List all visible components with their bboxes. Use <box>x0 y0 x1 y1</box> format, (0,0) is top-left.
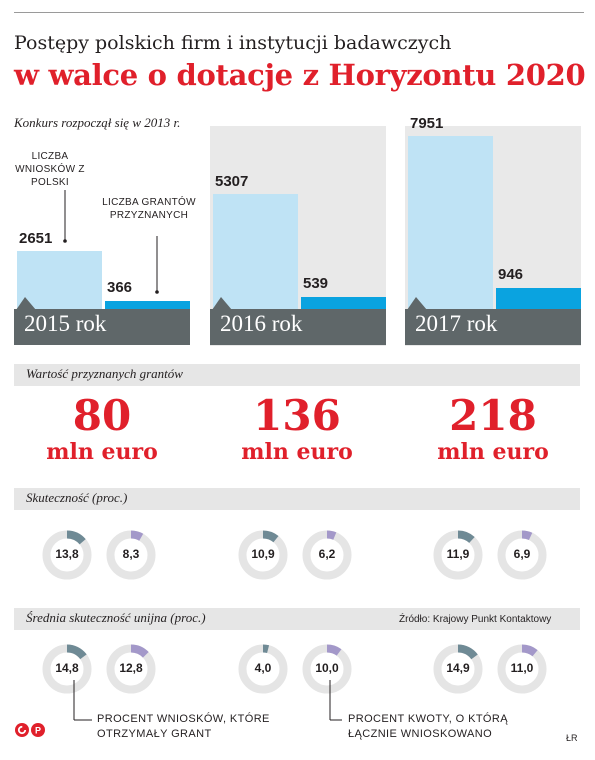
success-amount-donut <box>302 530 352 580</box>
grant-value-unit: mln euro <box>46 439 158 465</box>
success-applications-donut-label: 10,9 <box>251 547 275 561</box>
bar-applications-2016-rok <box>213 194 298 309</box>
eu-average-applications-donut-segment <box>433 644 483 694</box>
grant-value-number: 80 <box>72 391 132 440</box>
eu-average-amount-donut-segment <box>106 644 156 694</box>
eu-average-amount-donut-label: 10,0 <box>315 661 339 675</box>
legend-leaders <box>73 680 342 721</box>
bar-label-grants-2016-rok: 539 <box>303 275 329 292</box>
bar-grants-2016-rok <box>301 297 386 309</box>
svg-text:P: P <box>35 726 41 736</box>
success-amount-donut-segment <box>497 530 547 580</box>
eu-average-amount-donut-segment <box>302 644 352 694</box>
page-title-line2: w walce o dotacje z Horyzontu 2020 <box>14 58 586 92</box>
mountain-icon <box>16 297 36 310</box>
success-amount-donut-label: 6,2 <box>318 547 336 561</box>
success-amount-donut-label: 6,9 <box>513 547 531 561</box>
success-amount-donut <box>106 530 156 580</box>
bar-label-applications-2017-rok: 7951 <box>410 115 444 132</box>
eu-average-amount-donut-segment <box>497 644 547 694</box>
year-strip-2015-rok <box>14 309 190 345</box>
eu-average-amount-donut <box>106 644 156 694</box>
year-strip-2017-rok <box>405 309 581 345</box>
success-applications-donut-segment <box>238 530 288 580</box>
eu-average-amount-donut <box>302 644 352 694</box>
eu-average-applications-donut-label: 14,8 <box>55 661 79 675</box>
bar-grants-2015-rok <box>105 301 190 309</box>
success-amount-donut-label: 8,3 <box>122 547 140 561</box>
success-applications-donut <box>433 530 483 580</box>
success-applications-donut-label: 11,9 <box>446 547 470 561</box>
logo-cp-icon: P <box>15 723 45 737</box>
bar-applications-2015-rok <box>17 251 102 309</box>
bar-label-applications-2015-rok: 2651 <box>19 230 53 247</box>
eu-average-applications-donut <box>238 644 288 694</box>
success-applications-donut <box>238 530 288 580</box>
eu-average-applications-donut-label: 4,0 <box>254 661 272 675</box>
mountain-icon <box>407 297 427 310</box>
applications-note: LICZBA WNIOSKÓW Z POLSKI <box>15 151 85 188</box>
bar-grants-2017-rok <box>496 288 581 309</box>
bar-label-grants-2015-rok: 366 <box>107 279 133 296</box>
success-applications-donut-label: 13,8 <box>55 547 79 561</box>
eu-average-amount-donut <box>497 644 547 694</box>
success-amount-donut <box>497 530 547 580</box>
success-applications-donut-segment <box>433 530 483 580</box>
eu-average-band <box>14 608 580 630</box>
success-applications-donut <box>42 530 92 580</box>
legend-amount: PROCENT KWOTY, O KTÓRĄ ŁĄCZNIE WNIOSKOWA… <box>348 713 508 740</box>
success-applications-donut-segment <box>42 530 92 580</box>
grant-value-number: 136 <box>253 391 341 440</box>
eu-average-applications-donut-label: 14,9 <box>446 661 470 675</box>
chart-subtitle: Konkurs rozpoczął się w 2013 r. <box>14 115 181 130</box>
grant-value-band <box>14 364 580 386</box>
year-label-2015-rok: 2015 rok <box>24 311 107 336</box>
bar-label-grants-2017-rok: 946 <box>498 266 524 283</box>
success-label: Skuteczność (proc.) <box>26 490 128 505</box>
eu-average-applications-donut <box>433 644 483 694</box>
grant-value-label: Wartość przyznanych grantów <box>26 366 183 381</box>
legend-applications: PROCENT WNIOSKÓW, KTÓRE OTRZYMAŁY GRANT <box>97 713 270 740</box>
source-note: Źródło: Krajowy Punkt Kontaktowy <box>399 614 552 625</box>
year-strip-2016-rok <box>210 309 386 345</box>
top-rule <box>14 12 584 13</box>
eu-average-label: Średnia skuteczność unijna (proc.) <box>26 610 206 625</box>
grant-value-unit: mln euro <box>241 439 353 465</box>
author-credit: ŁR <box>566 733 578 743</box>
success-amount-donut-segment <box>302 530 352 580</box>
year-label-2017-rok: 2017 rok <box>415 311 498 336</box>
success-band <box>14 488 580 510</box>
bar-applications-2017-rok <box>408 136 493 309</box>
page-title-line1: Postępy polskich firm i instytucji badaw… <box>14 32 452 54</box>
eu-average-applications-donut <box>42 644 92 694</box>
grant-value-unit: mln euro <box>437 439 549 465</box>
note-leaders <box>63 190 159 294</box>
eu-average-amount-donut-label: 12,8 <box>119 661 143 675</box>
mountain-icon <box>212 297 232 310</box>
eu-average-amount-donut-label: 11,0 <box>510 661 534 675</box>
bar-label-applications-2016-rok: 5307 <box>215 173 249 190</box>
grants-note: LICZBA GRANTÓW PRZYZNANYCH <box>102 197 196 221</box>
grant-value-number: 218 <box>449 391 537 440</box>
eu-average-applications-donut-segment <box>238 644 288 694</box>
eu-average-applications-donut-segment <box>42 644 92 694</box>
success-amount-donut-segment <box>106 530 156 580</box>
year-label-2016-rok: 2016 rok <box>220 311 303 336</box>
